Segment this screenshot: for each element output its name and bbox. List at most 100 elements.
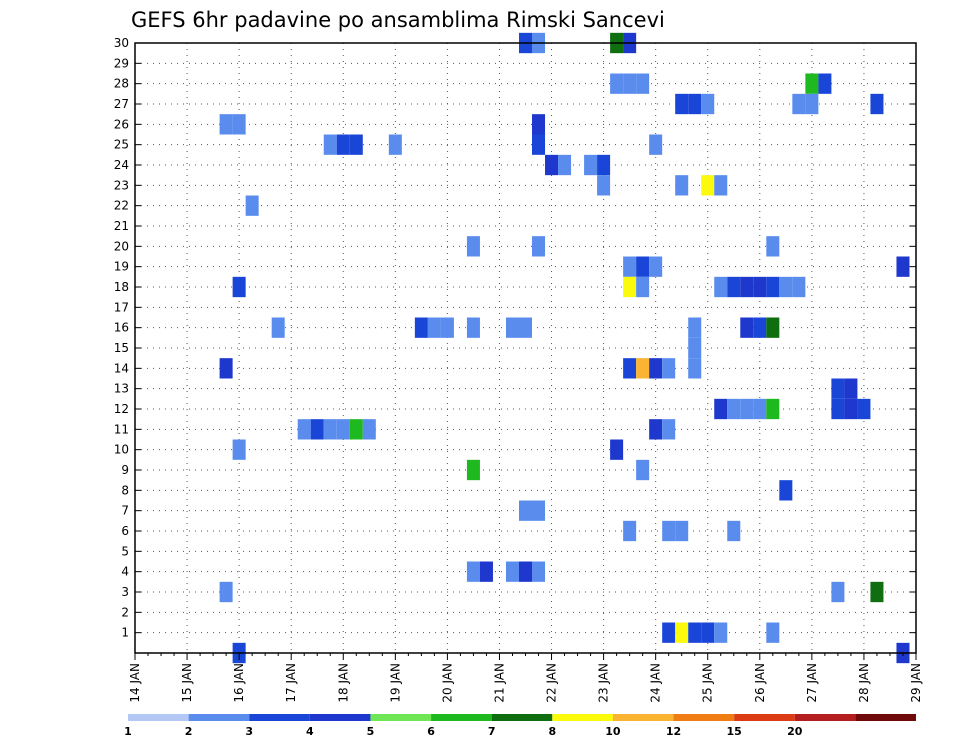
precip-cell [688, 337, 702, 359]
x-tick-label: 22 JAN [545, 663, 559, 703]
colorbar-label: 4 [306, 725, 314, 738]
precip-cell [505, 317, 519, 338]
y-tick-label: 12 [114, 402, 129, 416]
precip-cell [532, 134, 546, 155]
precip-cell [662, 419, 676, 440]
precip-cell [896, 256, 910, 277]
x-tick-label: 27 JAN [805, 663, 819, 703]
precip-cell [857, 398, 871, 420]
colorbar-segment [673, 714, 735, 721]
colorbar-segment [128, 714, 189, 721]
y-tick-label: 28 [114, 77, 129, 91]
precip-cell [623, 73, 637, 94]
precip-cell [766, 398, 780, 420]
precip-cell [545, 154, 559, 176]
precip-cell [805, 73, 819, 94]
precip-cell [714, 622, 728, 643]
precip-cell [831, 581, 845, 603]
precip-cell [466, 317, 480, 338]
x-tick-label: 18 JAN [336, 663, 350, 703]
precip-cell [362, 419, 376, 440]
colorbar-segment [794, 714, 856, 721]
precipitation-cells [219, 32, 910, 664]
precip-cell [336, 134, 350, 155]
precip-cell [636, 276, 650, 298]
precip-cell [532, 500, 546, 521]
precip-cell [532, 236, 546, 257]
x-tick-label: 17 JAN [284, 663, 298, 703]
colorbar-label: 12 [666, 725, 681, 738]
precip-cell [675, 622, 689, 643]
x-axis: 14 JAN 15 JAN 16 JAN 17 JAN 18 JAN 19 JAN 20 J… [128, 653, 923, 703]
colorbar-label: 3 [245, 725, 253, 738]
colorbar-label: 8 [548, 725, 556, 738]
precip-cell [245, 195, 259, 216]
precip-cell [297, 419, 311, 440]
y-tick-label: 14 [114, 361, 129, 375]
y-tick-label: 13 [114, 382, 129, 396]
y-tick-label: 17 [114, 300, 129, 314]
precip-cell [532, 561, 546, 582]
colorbar-label: 6 [427, 725, 435, 738]
y-axis: 1234567891011121314151617181920212223242… [114, 36, 916, 640]
precip-cell [219, 358, 233, 379]
colorbar-label: 20 [787, 725, 803, 738]
precip-cell [844, 378, 858, 399]
y-tick-label: 11 [114, 422, 129, 436]
colorbar-legend: 1 2 3 4 5 6 7 8 10 12 15 20 [124, 714, 916, 738]
y-tick-label: 9 [121, 463, 129, 477]
precip-cell [388, 134, 402, 155]
x-tick-label: 25 JAN [701, 663, 715, 703]
precip-cell [753, 276, 767, 298]
x-tick-label: 24 JAN [649, 663, 663, 703]
precip-cell [831, 398, 845, 420]
precip-cell [219, 114, 233, 135]
precip-cell [597, 175, 611, 196]
y-tick-label: 10 [114, 443, 129, 457]
precip-cell [271, 317, 285, 338]
precip-cell [518, 500, 533, 521]
x-tick-label: 23 JAN [597, 663, 611, 703]
y-tick-label: 7 [121, 504, 129, 518]
y-tick-label: 30 [114, 36, 129, 50]
y-tick-label: 6 [121, 524, 129, 538]
precip-cell [701, 93, 715, 115]
x-tick-label: 20 JAN [440, 663, 454, 703]
precip-cell [232, 439, 246, 460]
precip-cell [623, 256, 637, 277]
precip-cell [675, 93, 689, 115]
precip-cell [727, 276, 741, 298]
precip-cell [349, 419, 363, 440]
precip-cell [766, 317, 780, 338]
precip-cell [479, 561, 493, 582]
x-tick-label: 26 JAN [753, 663, 767, 703]
colorbar-label: 2 [185, 725, 193, 738]
chart-title: GEFS 6hr padavine po ansamblima Rimski S… [131, 8, 665, 32]
x-tick-label: 28 JAN [857, 663, 871, 703]
y-tick-label: 1 [121, 626, 129, 640]
x-tick-label: 21 JAN [492, 663, 506, 703]
colorbar-label: 5 [367, 725, 375, 738]
precip-cell [219, 581, 233, 603]
precip-cell [727, 398, 741, 420]
precip-cell [610, 439, 624, 460]
colorbar-segment [491, 714, 553, 721]
y-tick-label: 8 [121, 483, 129, 497]
colorbar-segment [734, 714, 795, 721]
precip-cell [792, 276, 806, 298]
colorbar-label: 10 [605, 725, 621, 738]
precip-cell [440, 317, 454, 338]
precip-cell [597, 154, 611, 176]
precip-cell [688, 317, 702, 338]
y-tick-label: 19 [114, 260, 129, 274]
x-tick-label: 19 JAN [388, 663, 402, 703]
y-tick-label: 15 [114, 341, 129, 355]
x-tick-label: 14 JAN [128, 663, 142, 703]
precip-cell [649, 134, 663, 155]
precip-cell [636, 459, 650, 481]
x-tick-label: 15 JAN [180, 663, 194, 703]
precip-cell [844, 398, 858, 420]
y-tick-label: 27 [114, 97, 129, 111]
precip-cell [818, 73, 832, 94]
y-tick-label: 23 [114, 178, 129, 192]
